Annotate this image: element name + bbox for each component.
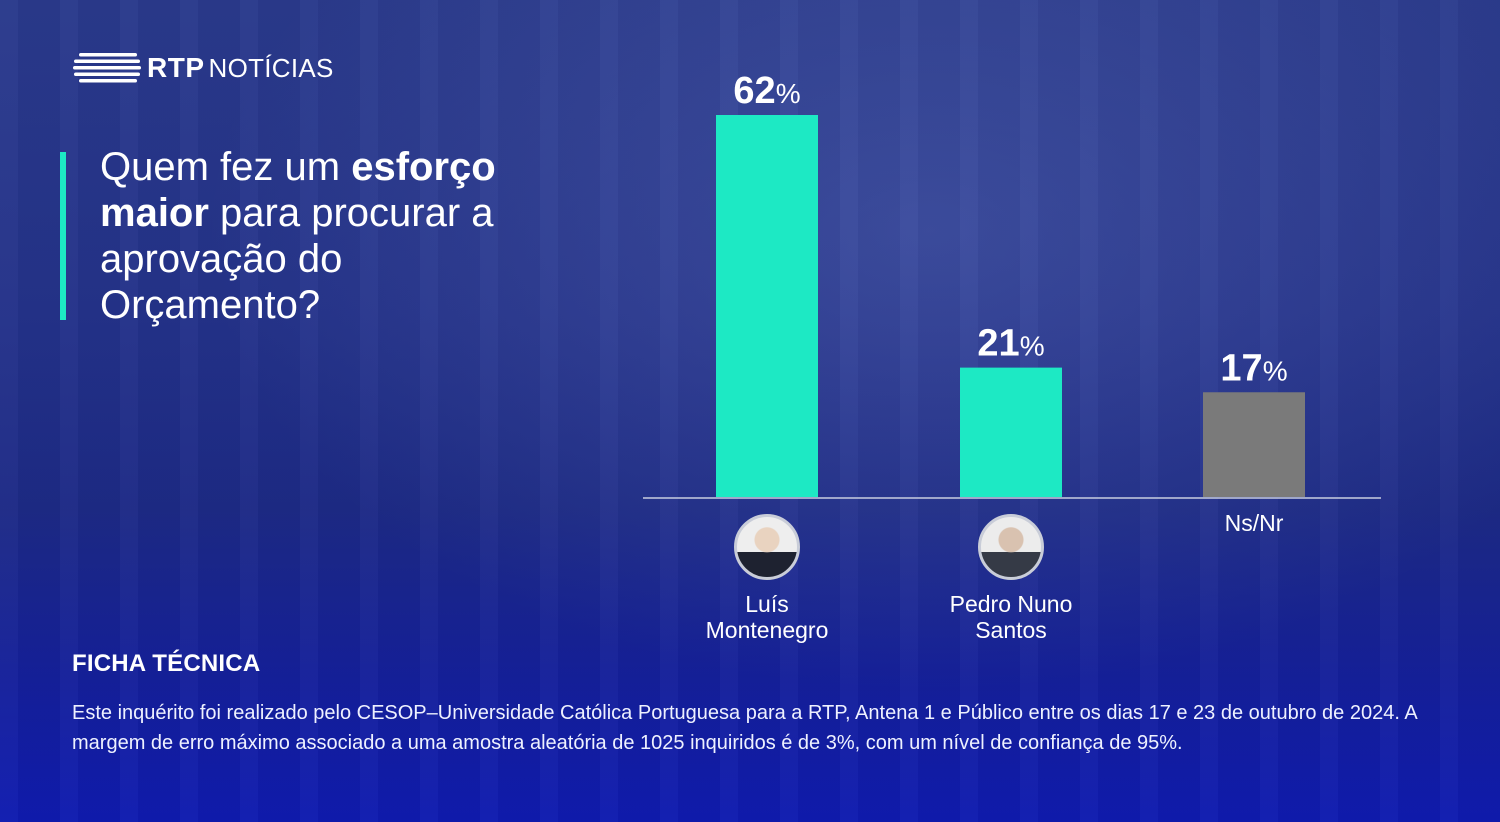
question-accent-bar xyxy=(60,152,66,320)
question-bold: esforço maior xyxy=(100,145,496,235)
ficha-tecnica-title: FICHA TÉCNICA xyxy=(72,650,261,677)
logo-brand-text: RTP xyxy=(147,52,205,83)
value-label-0: 62% xyxy=(733,70,800,112)
category-label-line: Montenegro xyxy=(705,617,829,643)
category-label-line: Luís xyxy=(745,591,789,617)
value-number-0: 62 xyxy=(733,70,775,112)
rtp-stripes-icon xyxy=(73,53,141,83)
category-label-1: Pedro Nuno Santos xyxy=(911,591,1111,643)
category-label-line: Santos xyxy=(975,617,1047,643)
bar-1 xyxy=(960,367,1062,497)
logo-section-text: NOTÍCIAS xyxy=(208,52,334,83)
value-label-1: 21% xyxy=(977,323,1044,365)
category-label-0: Luís Montenegro xyxy=(667,591,867,643)
value-unit-0: % xyxy=(776,78,801,109)
question-part1: Quem fez um xyxy=(100,145,352,189)
bar-2 xyxy=(1203,392,1305,497)
rtp-noticias-logo: RTP NOTÍCIAS xyxy=(73,50,334,86)
category-label-2: Ns/Nr xyxy=(1154,510,1354,536)
category-label-line: Ns/Nr xyxy=(1224,510,1284,536)
bar-0 xyxy=(716,115,818,497)
luis-montenegro-avatar-icon xyxy=(734,514,800,580)
value-number-1: 21 xyxy=(977,323,1019,365)
value-unit-2: % xyxy=(1263,355,1288,386)
value-number-2: 17 xyxy=(1220,347,1262,389)
ficha-tecnica-text: Este inquérito foi realizado pelo CESOP–… xyxy=(72,702,1417,754)
question-title: Quem fez um esforço maior para procurar … xyxy=(100,144,560,328)
value-unit-1: % xyxy=(1020,331,1045,362)
question-part2: para procurar a aprovação do Orçamento? xyxy=(100,191,494,327)
value-label-2: 17% xyxy=(1220,347,1287,389)
category-label-line: Pedro Nuno xyxy=(949,591,1073,617)
pedro-nuno-santos-avatar-icon xyxy=(978,514,1044,580)
